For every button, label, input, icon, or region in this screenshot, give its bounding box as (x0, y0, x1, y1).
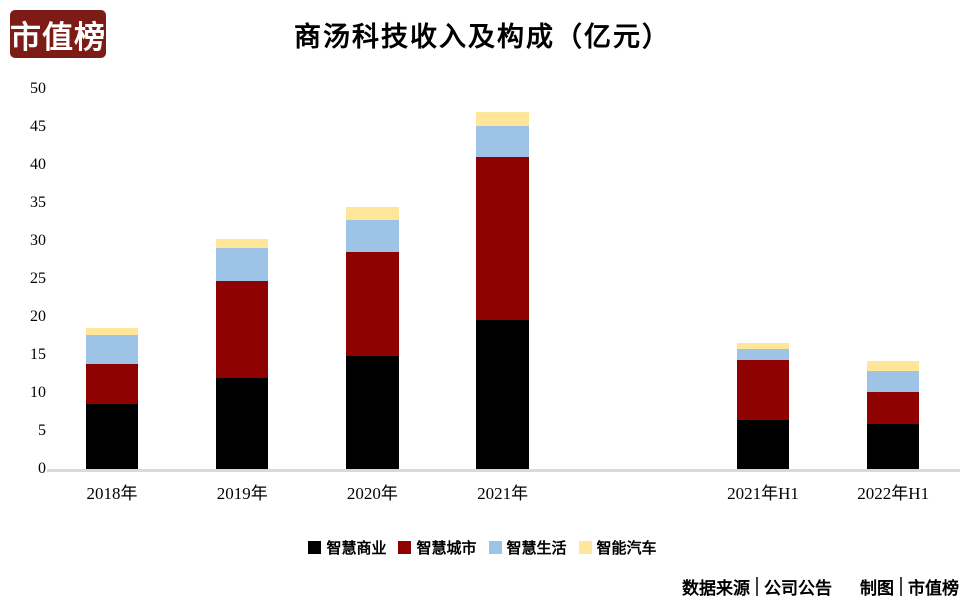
legend-swatch-icon (308, 541, 322, 554)
chart-title: 商汤科技收入及构成（亿元） (294, 22, 671, 52)
bar-segment-2018年-智慧商业 (85, 404, 139, 469)
legend-item-智慧城市: 智慧城市 (398, 537, 477, 558)
x-tick-label-2021年H1: 2021年H1 (727, 484, 799, 503)
bar-segment-2021年H1-智慧生活 (736, 348, 790, 361)
bar-segment-2019年-智慧商业 (215, 377, 269, 469)
bar-segment-2018年-智慧城市 (85, 364, 139, 405)
bar-segment-2020年-智能汽车 (346, 207, 399, 220)
bar-segment-2018年-智慧生活 (85, 335, 139, 365)
legend-label: 智慧商业 (326, 540, 387, 557)
x-tick-label-2020年: 2020年 (346, 484, 398, 503)
credit-label: 制图 (860, 579, 894, 598)
y-tick-label-50: 50 (30, 80, 46, 97)
bar-segment-2020年-智慧城市 (346, 252, 399, 357)
bar-segment-2021年-智慧商业 (476, 320, 529, 469)
bar-segment-2021年H1-智能汽车 (736, 343, 790, 349)
legend-item-智慧生活: 智慧生活 (488, 537, 567, 558)
shizhibang-logo: 市值榜 (10, 10, 106, 58)
source-value: 公司公告 (764, 579, 832, 598)
legend-label: 智慧生活 (506, 540, 567, 557)
bar-segment-2021年H1-智慧商业 (736, 419, 790, 469)
y-tick-label-25: 25 (30, 270, 46, 287)
x-tick-label-2019年: 2019年 (216, 484, 268, 503)
separator (900, 577, 902, 596)
y-tick-label-35: 35 (30, 194, 46, 211)
bar-segment-2022年H1-智慧城市 (866, 391, 920, 425)
bar-segment-2021年-智慧生活 (476, 125, 529, 158)
legend-swatch-icon (398, 541, 412, 554)
y-tick-label-30: 30 (30, 232, 46, 249)
y-tick-label-40: 40 (30, 156, 46, 173)
separator (756, 577, 758, 596)
y-tick-label-5: 5 (38, 422, 46, 439)
y-tick-label-20: 20 (30, 308, 46, 325)
y-tick-label-15: 15 (30, 346, 46, 363)
bar-segment-2019年-智能汽车 (215, 238, 269, 248)
source-credit: 数据来源 公司公告 制图 市值榜 (682, 574, 959, 599)
bar-segment-2020年-智慧商业 (346, 356, 399, 469)
legend-item-智能汽车: 智能汽车 (578, 537, 657, 558)
x-axis-line (47, 469, 960, 472)
bar-segment-2022年H1-智能汽车 (866, 361, 920, 371)
legend-swatch-icon (488, 541, 502, 554)
y-tick-label-45: 45 (30, 118, 46, 135)
credit-value: 市值榜 (908, 579, 959, 598)
source-label: 数据来源 (682, 579, 750, 598)
bar-segment-2021年-智慧城市 (476, 157, 529, 321)
bar-segment-2019年-智慧生活 (215, 247, 269, 282)
bar-segment-2021年H1-智慧城市 (736, 360, 790, 420)
bar-segment-2018年-智能汽车 (85, 328, 139, 336)
bar-segment-2020年-智慧生活 (346, 219, 399, 253)
y-tick-label-10: 10 (30, 384, 46, 401)
bar-segment-2019年-智慧城市 (215, 281, 269, 378)
x-tick-label-2021年: 2021年 (477, 484, 529, 503)
bar-segment-2021年-智能汽车 (476, 111, 529, 126)
bar-segment-2022年H1-智慧商业 (866, 424, 920, 469)
x-tick-label-2022年H1: 2022年H1 (857, 484, 930, 503)
legend-item-智慧商业: 智慧商业 (308, 537, 386, 558)
legend-label: 智能汽车 (596, 540, 657, 557)
y-tick-label-0: 0 (38, 460, 46, 477)
x-tick-label-2018年: 2018年 (86, 484, 138, 503)
legend-swatch-icon (578, 541, 592, 554)
bar-segment-2022年H1-智慧生活 (866, 370, 920, 392)
legend: 智慧商业 智慧城市 智慧生活 智能汽车 (0, 537, 965, 558)
legend-label: 智慧城市 (416, 540, 477, 557)
